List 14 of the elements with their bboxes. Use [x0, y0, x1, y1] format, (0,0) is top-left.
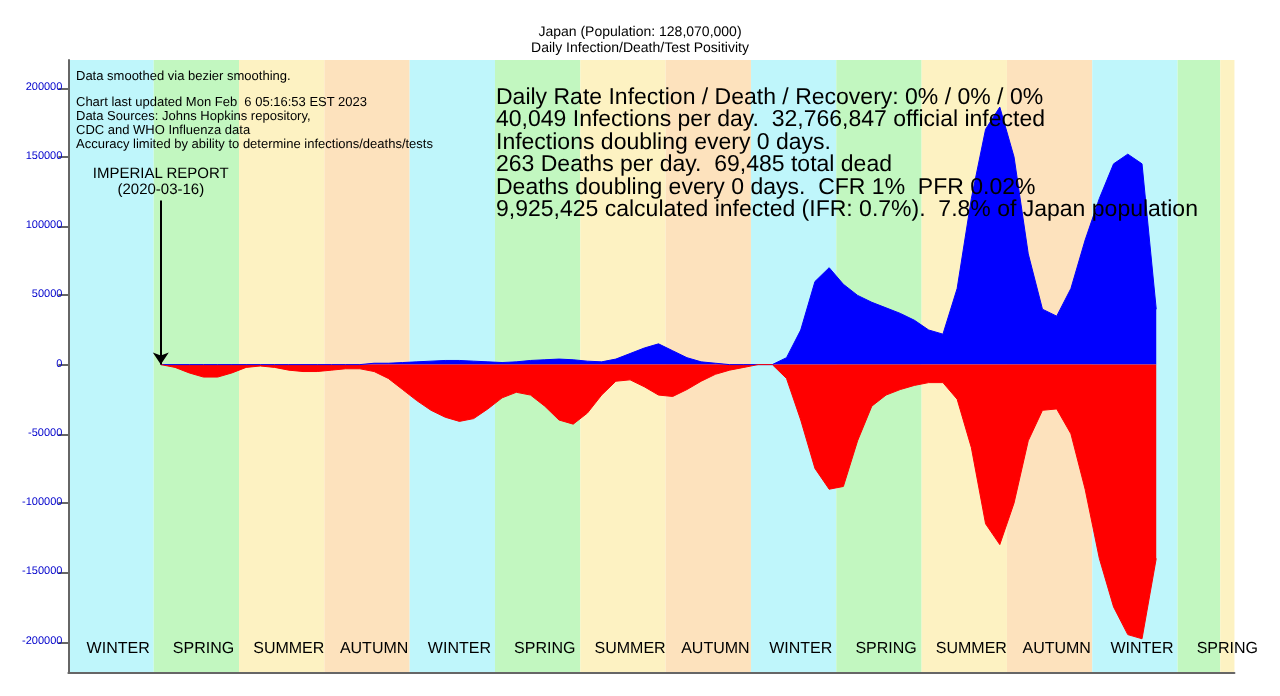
x-tick-label: AUTUMN	[681, 639, 751, 657]
x-tick-label: AUTUMN	[1022, 639, 1092, 657]
x-tick-label: AUTUMN	[339, 639, 409, 657]
x-tick-label: SPRING	[1196, 639, 1259, 657]
x-tick-label: SPRING	[172, 639, 235, 657]
x-tick-label: SPRING	[855, 639, 917, 657]
x-tick-label: SUMMER	[935, 639, 1008, 657]
x-tick-label: WINTER	[427, 639, 492, 657]
x-tick-label: WINTER	[1110, 639, 1174, 657]
x-tick-label: SUMMER	[253, 639, 325, 657]
x-tick-label: SPRING	[514, 639, 576, 657]
x-tick-label: WINTER	[86, 639, 151, 657]
x-tick-label: SUMMER	[594, 639, 667, 657]
x-tick-label: WINTER	[769, 639, 833, 657]
